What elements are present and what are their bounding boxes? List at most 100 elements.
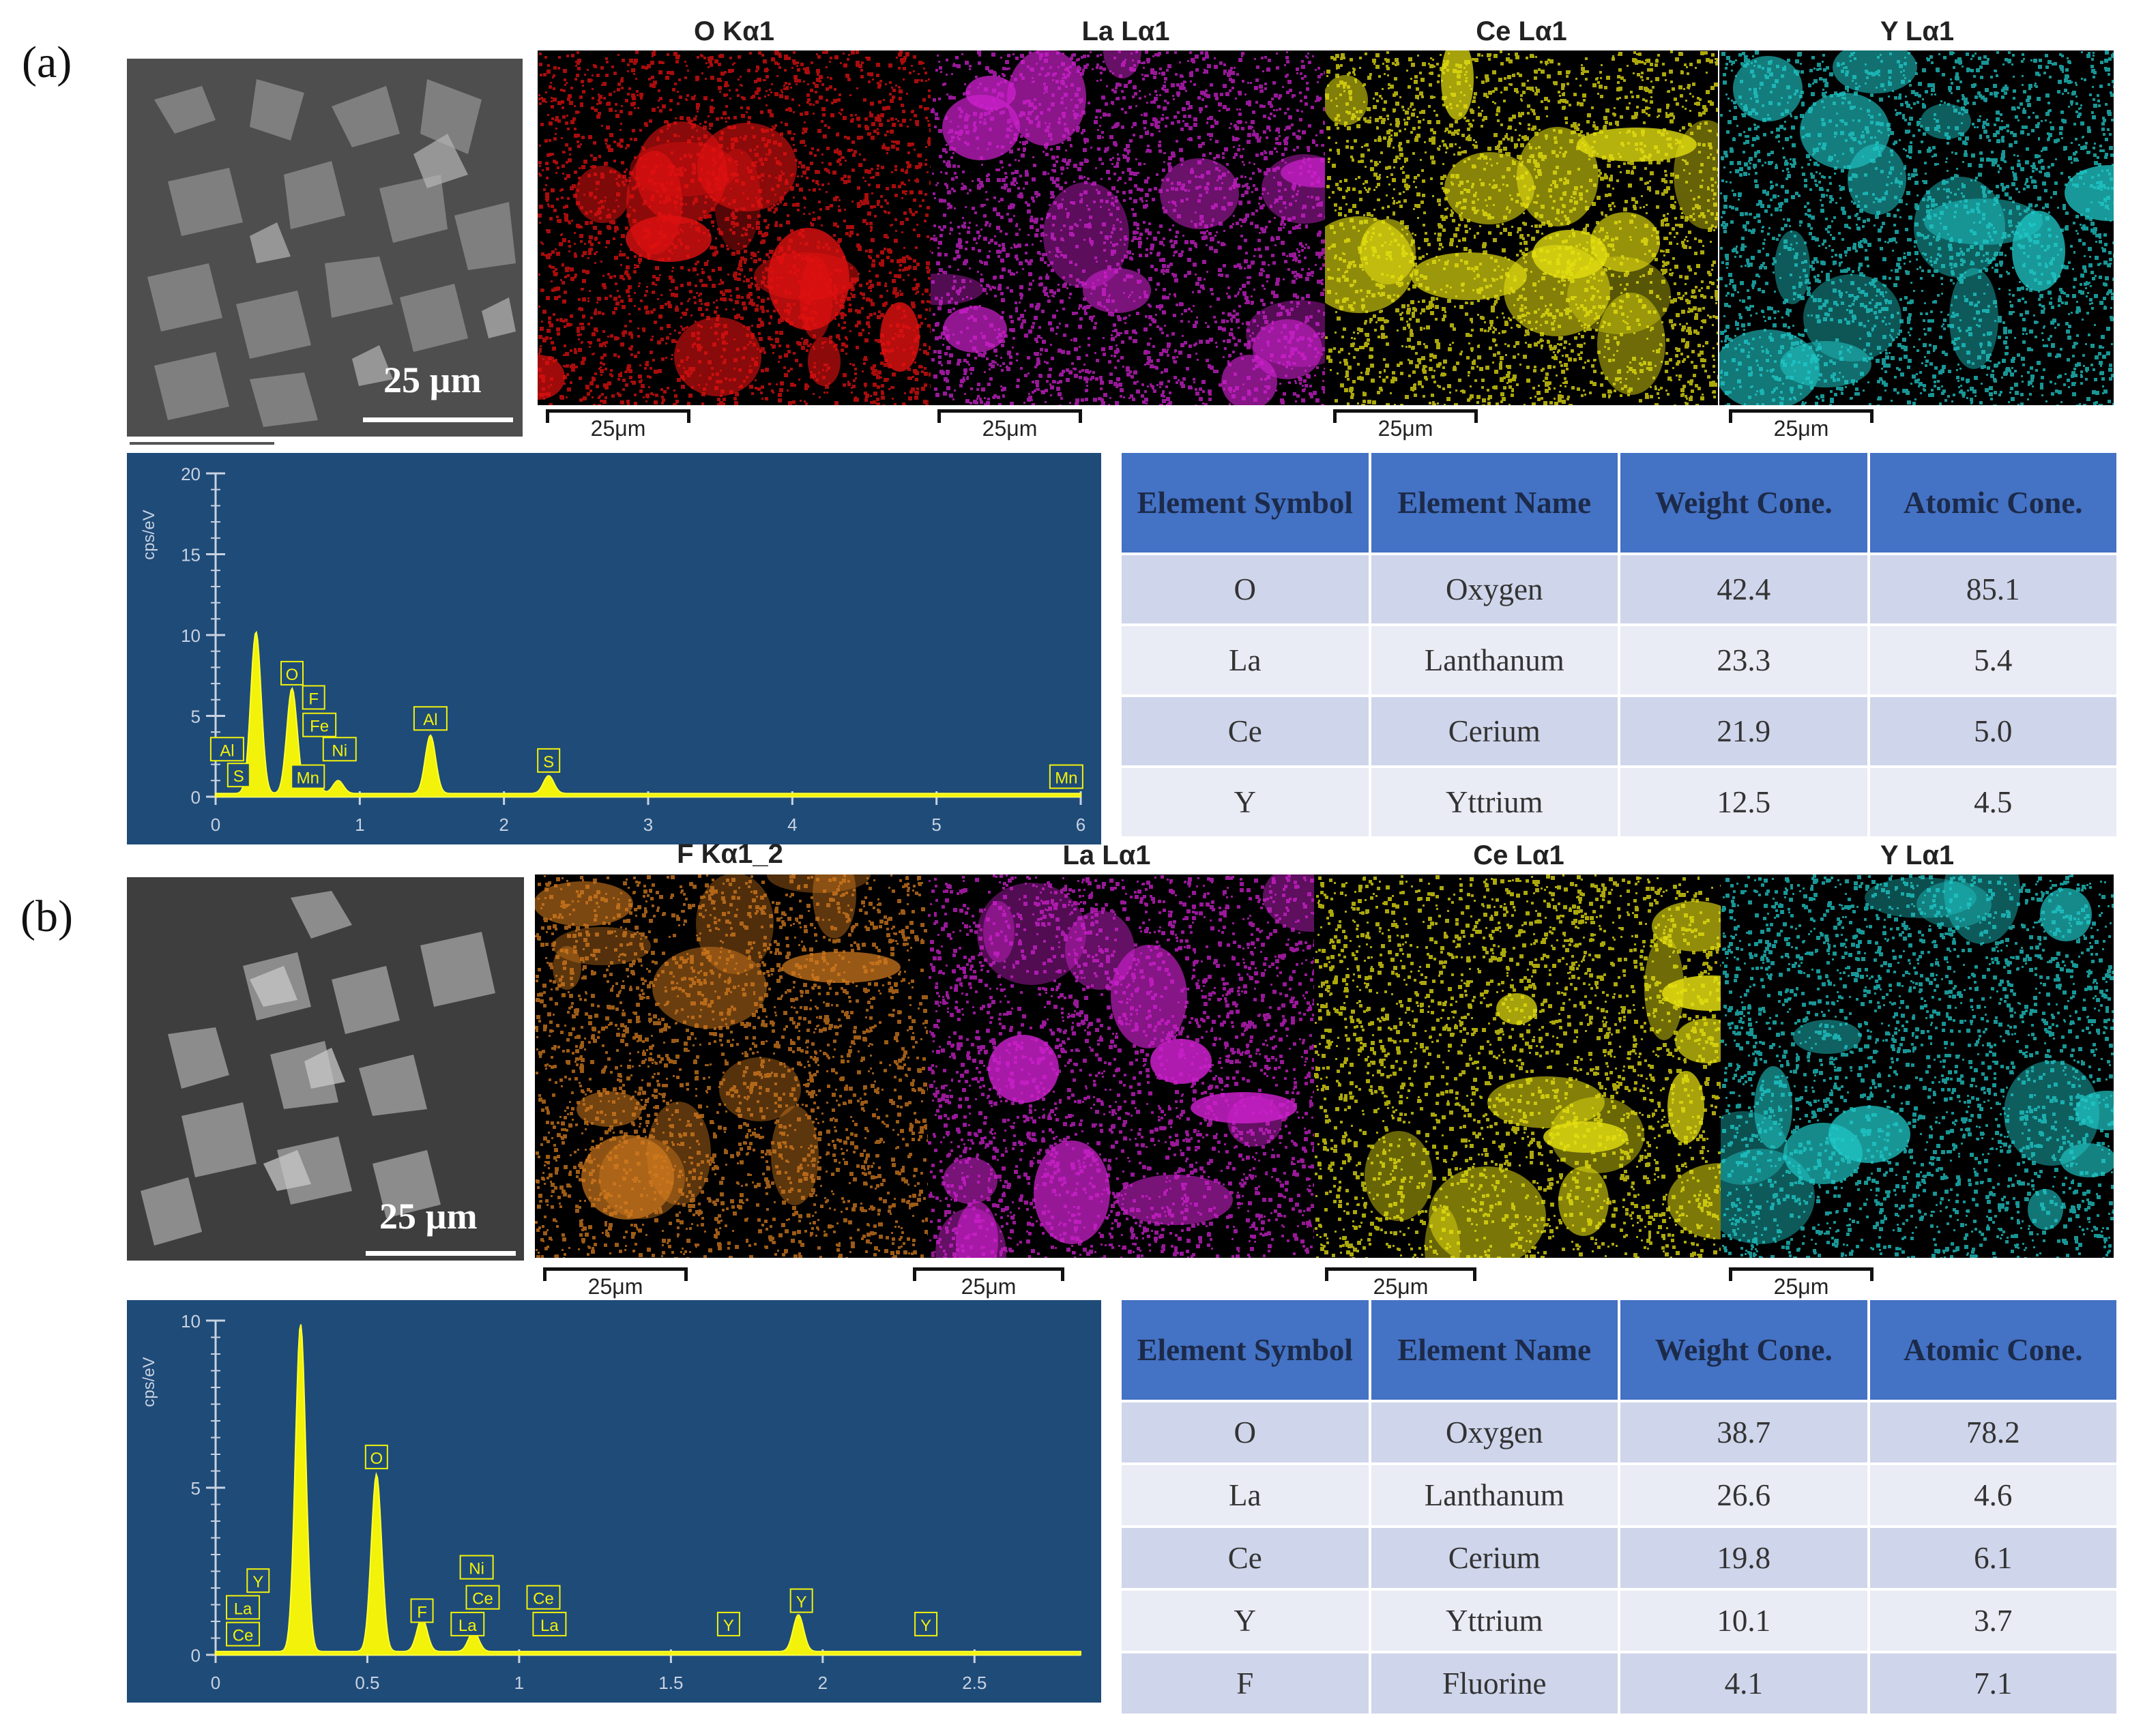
peak-annotation: Al — [209, 737, 244, 762]
spectrum-peak — [300, 1326, 302, 1328]
peak-annotation-label: Al — [220, 741, 234, 760]
peak-annotation: Al — [413, 706, 448, 731]
peak-annotation: O — [280, 660, 304, 686]
table-row: O Oxygen 38.7 78.2 — [1122, 1402, 2116, 1462]
element-map-b-yttrium — [1721, 874, 2114, 1258]
map-title-b-4: Y Lα1 — [1880, 840, 1955, 870]
element-map-a-cerium — [1325, 50, 1718, 405]
element-map-speckle — [538, 50, 931, 405]
sem-scale-label-a: 25 µm — [383, 359, 482, 400]
peak-annotation: Fe — [302, 712, 337, 737]
peak-annotation: La — [226, 1595, 261, 1620]
peak-annotation-box — [226, 1595, 261, 1620]
peak-annotation-label: Ce — [533, 1590, 554, 1608]
map-title-a-3: Ce Lα1 — [1476, 16, 1567, 46]
table-row: O Oxygen 42.4 85.1 — [1122, 555, 2116, 623]
peak-annotation-box — [291, 764, 325, 789]
table-row: Y Yttrium 12.5 4.5 — [1122, 768, 2116, 836]
element-map-b-fluorine — [535, 874, 928, 1258]
sem-texture-b — [127, 877, 524, 1261]
y-tick-label: 5 — [191, 1478, 201, 1499]
cell-symbol: Y — [1122, 1591, 1369, 1651]
header-element-name: Element Name — [1371, 1300, 1618, 1400]
peak-annotation-box — [789, 1588, 813, 1613]
cell-atomic: 5.0 — [1869, 697, 2116, 765]
element-map-speckle — [931, 50, 1325, 405]
peak-annotation-label: Ni — [469, 1560, 484, 1578]
element-map-speckle — [1721, 874, 2114, 1258]
peak-annotation-label: F — [308, 690, 319, 708]
peak-annotation: S — [537, 748, 561, 773]
cell-atomic: 5.4 — [1869, 626, 2116, 694]
cell-weight: 38.7 — [1620, 1402, 1867, 1462]
x-tick-label: 0 — [211, 1673, 220, 1693]
cell-symbol: Ce — [1122, 1528, 1369, 1588]
header-element-symbol: Element Symbol — [1122, 453, 1369, 553]
x-tick-label: 4 — [787, 814, 797, 835]
element-map-b-lanthanum — [928, 874, 1314, 1258]
header-element-symbol: Element Symbol — [1122, 1300, 1369, 1400]
peak-annotation-box — [526, 1585, 561, 1610]
table-row: Ce Cerium 21.9 5.0 — [1122, 697, 2116, 765]
table-row: F Fluorine 4.1 7.1 — [1122, 1653, 2116, 1713]
spectrum-peak — [429, 737, 431, 739]
spectrum-peak — [291, 690, 293, 692]
x-tick-label: 2 — [499, 814, 508, 835]
cell-name: Cerium — [1371, 1528, 1618, 1588]
peak-annotation-box — [280, 660, 304, 686]
x-tick-label: 3 — [643, 814, 653, 835]
cell-atomic: 85.1 — [1869, 555, 2116, 623]
spectrum-peak — [798, 1617, 800, 1619]
cell-atomic: 3.7 — [1869, 1591, 2116, 1651]
peak-annotation-box — [364, 1444, 388, 1469]
x-tick-label: 5 — [931, 814, 941, 835]
spectrum-series — [215, 1324, 1081, 1656]
peak-annotation-box — [302, 712, 337, 737]
sem-scale-label-b: 25 µm — [379, 1196, 478, 1237]
element-map-a-oxygen — [538, 50, 931, 405]
peak-annotation: S — [227, 763, 250, 788]
cell-weight: 4.1 — [1620, 1653, 1867, 1713]
y-axis-label: cps/eV — [140, 1357, 158, 1407]
table-header-row: Element Symbol Element Name Weight Cone.… — [1122, 1300, 2116, 1400]
table-row: Y Yttrium 10.1 3.7 — [1122, 1591, 2116, 1651]
map-title-a-1: O Kα1 — [694, 16, 774, 46]
spectrum-peak — [337, 783, 339, 785]
cell-name: Yttrium — [1371, 1591, 1618, 1651]
peak-annotation: F — [302, 685, 325, 710]
cell-name: Lanthanum — [1371, 626, 1618, 694]
cell-atomic: 4.6 — [1869, 1465, 2116, 1525]
cell-weight: 12.5 — [1620, 768, 1867, 836]
cell-weight: 26.6 — [1620, 1465, 1867, 1525]
edx-spectrum-b: 0 5 10 0 0.5 1 1.5 2 2.5 cps/eV Y La Ce O F Ni Ce La Ce La Y… — [127, 1300, 1101, 1703]
sem-image-a: 25 µm — [127, 59, 523, 437]
cell-name: Fluorine — [1371, 1653, 1618, 1713]
peak-annotation-box — [413, 706, 448, 731]
cell-name: Lanthanum — [1371, 1465, 1618, 1525]
cell-symbol: La — [1122, 1465, 1369, 1525]
sem-image-b: 25 µm — [127, 877, 524, 1261]
peak-annotation-label: Ce — [472, 1590, 493, 1608]
cell-atomic: 7.1 — [1869, 1653, 2116, 1713]
x-tick-label: 1 — [355, 814, 364, 835]
peak-annotation-box — [1049, 764, 1083, 789]
peak-annotation-box — [459, 1555, 494, 1580]
sem-scale-bar-b — [366, 1251, 516, 1256]
composition-table-b: Element Symbol Element Name Weight Cone.… — [1119, 1297, 2119, 1716]
cell-symbol: Y — [1122, 768, 1369, 836]
cell-symbol: La — [1122, 626, 1369, 694]
peak-annotation-box — [209, 737, 244, 762]
x-tick-label: 0.5 — [355, 1673, 379, 1693]
y-tick-label: 0 — [191, 1645, 201, 1666]
sem-texture-a — [127, 59, 523, 437]
scalebar-b-4: 25μm — [1729, 1267, 1874, 1301]
peak-annotation: La — [532, 1611, 567, 1636]
peak-annotation-label: La — [234, 1600, 252, 1618]
peak-annotation-label: Y — [920, 1617, 931, 1635]
y-tick-label: 10 — [181, 626, 201, 646]
spectrum-peak — [375, 1477, 377, 1479]
header-weight-conc: Weight Cone. — [1620, 453, 1867, 553]
peak-annotation-label: Y — [252, 1573, 263, 1591]
table-row: La Lanthanum 26.6 4.6 — [1122, 1465, 2116, 1525]
